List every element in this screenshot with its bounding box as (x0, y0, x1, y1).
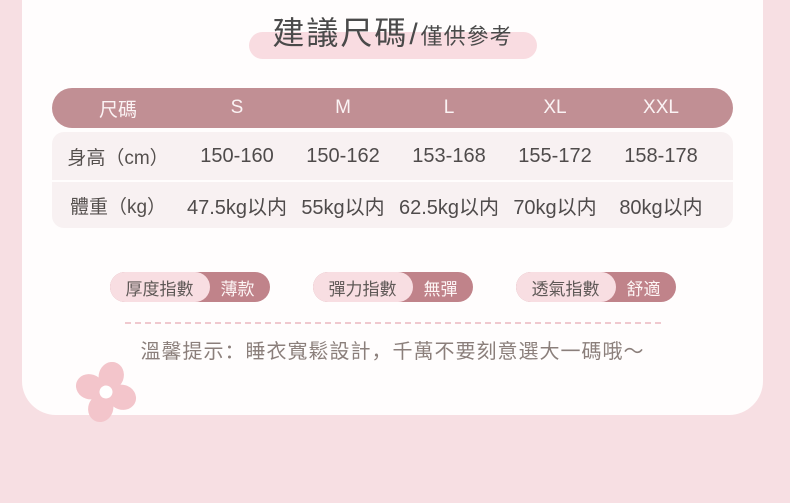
size-guide-card: 建議尺碼 / 僅供參考 尺碼 S M L XL XXL 身高（cm） 150-1… (22, 0, 763, 415)
header-cell-s: S (230, 97, 244, 118)
tip-text: 溫馨提示：睡衣寬鬆設計，千萬不要刻意選大一碼哦～ (140, 341, 645, 363)
size-table: 尺碼 S M L XL XXL 身高（cm） 150-160 150-162 1… (52, 88, 733, 228)
title-highlight-bar (248, 32, 537, 59)
title-text: 建議尺碼 / 僅供參考 (272, 10, 512, 60)
thickness-indicator-badge: 厚度指數 薄款 (109, 272, 270, 302)
breathability-indicator-badge: 透氣指數 舒適 (515, 272, 676, 302)
table-row-height: 身高（cm） 150-160 150-162 153-168 155-172 1… (52, 132, 733, 180)
badge-value: 舒適 (626, 279, 661, 299)
badge-value: 無彈 (423, 279, 458, 299)
title-slash: / (409, 18, 418, 51)
tip-box: 溫馨提示：睡衣寬鬆設計，千萬不要刻意選大一碼哦～ (124, 322, 661, 364)
badge-label: 彈力指數 (312, 272, 413, 302)
header-cell-size: 尺碼 (98, 99, 137, 121)
title-main: 建議尺碼 (272, 15, 409, 51)
indicator-badges: 厚度指數 薄款 彈力指數 無彈 透氣指數 舒適 (22, 272, 763, 302)
table-cell: 55kg以内 (301, 196, 385, 219)
row-label-height: 身高（cm） (67, 147, 169, 169)
table-row-weight: 體重（kg） 47.5kg以内 55kg以内 62.5kg以内 70kg以内 8… (52, 180, 733, 228)
badge-label: 透氣指數 (515, 272, 616, 302)
page-title: 建議尺碼 / 僅供參考 (22, 10, 763, 62)
header-cell-xxl: XXL (643, 97, 679, 118)
table-cell: 47.5kg以内 (186, 196, 288, 219)
badge-value: 薄款 (220, 279, 255, 299)
table-cell: 155-172 (518, 144, 592, 167)
title-subtitle: 僅供參考 (420, 24, 513, 49)
table-cell: 80kg以内 (619, 196, 703, 219)
table-cell: 62.5kg以内 (398, 196, 500, 219)
table-cell: 150-160 (200, 144, 274, 167)
badge-label: 厚度指數 (109, 272, 210, 302)
table-cell: 70kg以内 (513, 196, 597, 219)
header-cell-l: L (443, 97, 455, 118)
size-table-header: 尺碼 S M L XL XXL (52, 88, 733, 128)
table-cell: 158-178 (624, 144, 698, 167)
elasticity-indicator-badge: 彈力指數 無彈 (312, 272, 473, 302)
header-cell-m: M (335, 97, 351, 118)
row-label-weight: 體重（kg） (69, 196, 167, 218)
size-table-body: 身高（cm） 150-160 150-162 153-168 155-172 1… (52, 132, 733, 228)
table-cell: 150-162 (306, 144, 380, 167)
flower-icon (75, 362, 137, 423)
table-cell: 153-168 (412, 144, 486, 167)
header-cell-xl: XL (543, 97, 567, 118)
